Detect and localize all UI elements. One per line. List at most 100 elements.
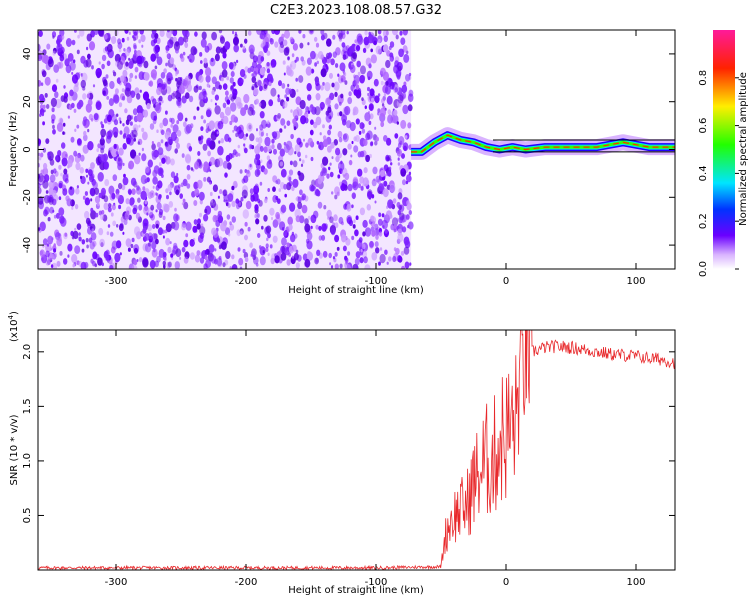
noise-speckle bbox=[303, 138, 305, 142]
noise-speckle bbox=[149, 190, 155, 199]
noise-speckle bbox=[74, 204, 79, 210]
noise-speckle bbox=[235, 198, 240, 204]
noise-speckle bbox=[218, 123, 222, 128]
noise-speckle bbox=[108, 185, 115, 195]
noise-speckle bbox=[71, 235, 75, 240]
spectrogram-x-label: Height of straight line (km) bbox=[288, 285, 424, 296]
noise-speckle bbox=[229, 221, 232, 226]
noise-speckle bbox=[386, 156, 389, 161]
noise-speckle bbox=[74, 245, 81, 255]
noise-speckle bbox=[337, 130, 343, 139]
noise-speckle bbox=[209, 156, 216, 166]
noise-speckle bbox=[333, 214, 338, 222]
noise-speckle bbox=[177, 112, 184, 122]
noise-speckle bbox=[80, 79, 87, 89]
noise-speckle bbox=[334, 263, 339, 269]
noise-speckle bbox=[95, 67, 102, 78]
noise-speckle bbox=[176, 98, 182, 107]
noise-speckle bbox=[207, 150, 212, 157]
noise-speckle bbox=[397, 162, 401, 166]
noise-speckle bbox=[292, 244, 297, 252]
snr-y-tick-label: 0.5 bbox=[22, 508, 33, 524]
noise-speckle bbox=[222, 262, 226, 268]
noise-speckle bbox=[82, 195, 86, 200]
noise-speckle bbox=[78, 236, 82, 242]
noise-speckle bbox=[281, 83, 286, 89]
noise-speckle bbox=[124, 108, 128, 114]
noise-speckle bbox=[89, 187, 96, 196]
noise-speckle bbox=[226, 76, 230, 81]
noise-speckle bbox=[62, 122, 66, 127]
snr-scale-label: (x104) bbox=[7, 311, 20, 342]
noise-speckle bbox=[368, 120, 372, 125]
noise-speckle bbox=[306, 251, 313, 261]
noise-speckle bbox=[244, 234, 248, 241]
noise-speckle bbox=[143, 72, 150, 81]
spectrogram-x-tick-label: -200 bbox=[235, 276, 258, 287]
noise-speckle bbox=[326, 209, 332, 218]
noise-speckle bbox=[245, 133, 249, 137]
noise-speckle bbox=[272, 235, 278, 243]
noise-speckle bbox=[155, 192, 158, 196]
noise-speckle bbox=[389, 183, 396, 193]
noise-speckle bbox=[271, 216, 273, 221]
noise-speckle bbox=[106, 130, 112, 140]
noise-speckle bbox=[84, 197, 91, 206]
snr-x-tick-label: -300 bbox=[105, 577, 128, 588]
noise-speckle bbox=[62, 258, 68, 265]
noise-speckle bbox=[407, 224, 410, 229]
noise-speckle bbox=[400, 37, 406, 45]
noise-speckle bbox=[359, 176, 365, 184]
noise-speckle bbox=[188, 95, 194, 103]
noise-speckle bbox=[200, 115, 204, 120]
noise-speckle bbox=[97, 143, 101, 149]
noise-speckle bbox=[97, 257, 103, 266]
noise-speckle bbox=[289, 160, 293, 166]
noise-speckle bbox=[391, 217, 399, 227]
noise-speckle bbox=[260, 99, 267, 109]
noise-speckle bbox=[133, 244, 140, 254]
noise-speckle bbox=[283, 231, 287, 237]
snr-series-line bbox=[38, 330, 675, 570]
noise-speckle bbox=[129, 72, 134, 79]
noise-speckle bbox=[106, 60, 111, 67]
noise-speckle bbox=[166, 30, 172, 39]
noise-speckle bbox=[51, 84, 58, 92]
noise-speckle bbox=[73, 84, 79, 93]
noise-speckle bbox=[138, 257, 143, 263]
noise-speckle bbox=[173, 175, 179, 184]
noise-speckle bbox=[277, 94, 280, 98]
noise-speckle bbox=[279, 161, 284, 167]
noise-speckle bbox=[259, 124, 264, 131]
noise-speckle bbox=[205, 75, 211, 83]
noise-speckle bbox=[46, 259, 51, 265]
noise-speckle bbox=[321, 167, 328, 176]
noise-speckle bbox=[306, 83, 312, 92]
noise-speckle bbox=[51, 253, 55, 258]
noise-speckle bbox=[169, 57, 175, 65]
noise-speckle bbox=[40, 169, 44, 175]
noise-speckle bbox=[304, 223, 311, 233]
noise-speckle bbox=[172, 36, 178, 43]
noise-speckle bbox=[384, 85, 391, 95]
noise-speckle bbox=[52, 50, 56, 56]
noise-speckle bbox=[186, 164, 191, 171]
noise-speckle bbox=[370, 54, 377, 64]
noise-speckle bbox=[85, 168, 89, 173]
noise-speckle bbox=[164, 83, 167, 88]
noise-speckle bbox=[131, 188, 136, 195]
noise-speckle bbox=[398, 217, 403, 224]
noise-speckle bbox=[235, 132, 239, 138]
noise-speckle bbox=[198, 75, 204, 83]
noise-speckle bbox=[322, 250, 328, 258]
noise-speckle bbox=[315, 189, 320, 196]
noise-speckle bbox=[176, 172, 179, 177]
noise-speckle bbox=[260, 56, 265, 62]
noise-speckle bbox=[134, 155, 141, 165]
noise-speckle bbox=[218, 30, 223, 34]
noise-speckle bbox=[380, 170, 385, 178]
noise-speckle bbox=[215, 46, 221, 54]
noise-speckle bbox=[402, 226, 407, 233]
noise-speckle bbox=[86, 244, 89, 249]
noise-speckle bbox=[194, 188, 200, 197]
